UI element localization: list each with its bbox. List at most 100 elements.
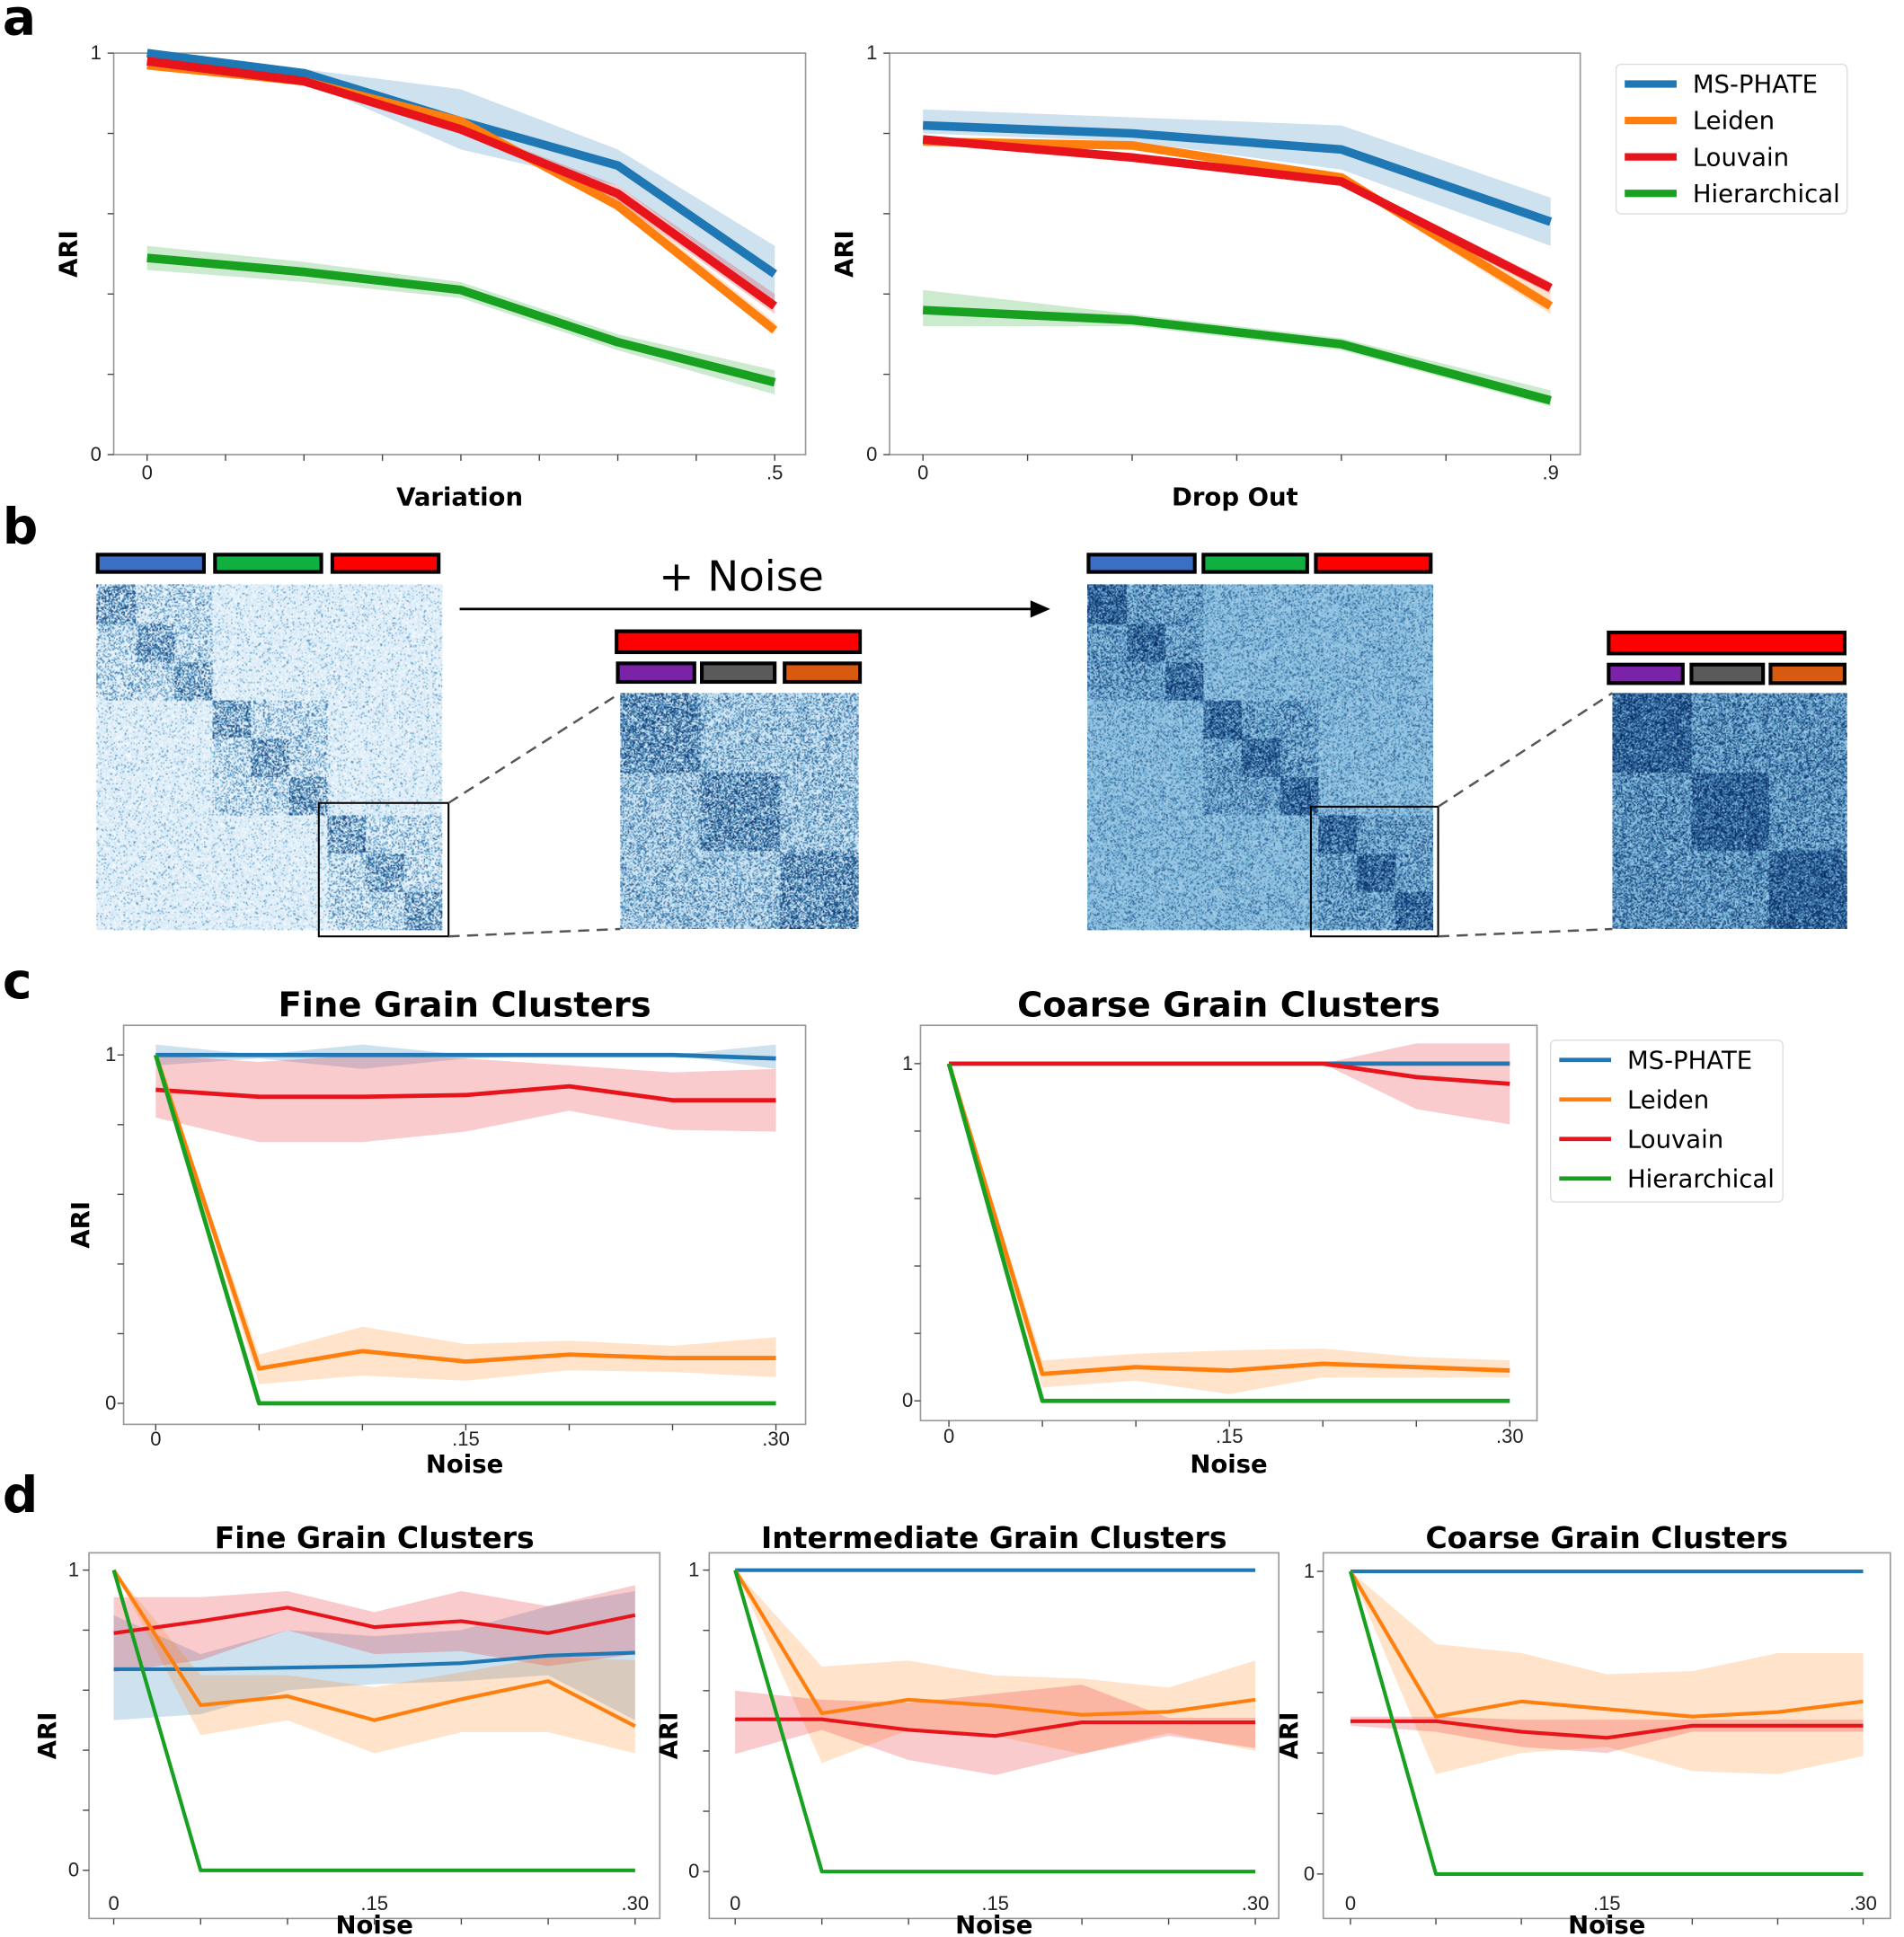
chart-a-dropout: 0 .9 0 1 Drop Out ARI MS-PHATE Leiden Louvain Hie… — [830, 41, 1848, 511]
x-tick-label: 0 — [943, 1425, 954, 1447]
band-leiden — [1350, 1571, 1864, 1774]
coarse-cluster-bar — [1314, 553, 1433, 574]
x-tick-label: 0 — [730, 1892, 740, 1915]
band-ms-phate — [146, 53, 775, 303]
y-tick-label: 0 — [1304, 1862, 1315, 1885]
zoomed-cluster-bar — [615, 629, 863, 655]
series-line-ms-phate — [923, 120, 1553, 226]
x-tick-label: 0 — [150, 1428, 161, 1450]
band-louvain — [155, 1055, 776, 1143]
x-axis-label: Noise — [1568, 1911, 1645, 1937]
x-tick-label: .9 — [1543, 462, 1559, 484]
legend-entry-louvain: Louvain — [1693, 143, 1789, 172]
chart-d-intermediate: 0 .15 .30 0 1 Noise ARI Intermediate Grain Clus… — [655, 1520, 1280, 1937]
legend-entry-leiden: Leiden — [1627, 1085, 1709, 1114]
arrow-head-icon — [1030, 600, 1050, 618]
x-axis-label: Noise — [336, 1911, 413, 1937]
y-axis-label: ARI — [830, 230, 859, 278]
chart-title: Coarse Grain Clusters — [1425, 1520, 1788, 1555]
y-axis-label: ARI — [66, 1201, 95, 1249]
zoom-region-box — [1309, 805, 1439, 938]
y-axis-label: ARI — [1275, 1712, 1304, 1760]
x-tick-label: 0 — [108, 1892, 119, 1915]
x-tick-label: .30 — [1242, 1892, 1270, 1915]
chart-d-fine: 0 .15 .30 0 1 Noise ARI Fine Grain Clusters — [33, 1520, 661, 1937]
legend-entry-ms-phate: MS-PHATE — [1693, 70, 1818, 99]
zoomed-cluster-bar — [1607, 630, 1846, 656]
legend-frame — [1615, 63, 1848, 215]
plot-frame — [88, 1552, 661, 1920]
y-tick-label: 0 — [91, 443, 102, 465]
legend-entry-leiden: Leiden — [1693, 107, 1775, 136]
x-tick-label: .30 — [1849, 1892, 1877, 1915]
heatmap-noisy-zoomed — [1612, 693, 1847, 929]
panel-label-d: d — [3, 1466, 38, 1524]
x-tick-label: .30 — [622, 1892, 650, 1915]
zoom-connector-line — [1438, 927, 1613, 938]
y-tick-label: 1 — [105, 1043, 116, 1066]
legend-entry-louvain: Louvain — [1627, 1125, 1723, 1154]
coarse-cluster-bar — [1201, 553, 1309, 574]
fine-cluster-bar — [783, 661, 863, 685]
coarse-cluster-bar — [95, 553, 206, 574]
y-tick-label: 1 — [902, 1052, 913, 1075]
fine-cluster-bar — [1607, 662, 1685, 685]
chart-c-fine: 0 .15 .30 0 1 Noise ARI Fine Grain Clusters — [66, 986, 807, 1479]
chart-title: Coarse Grain Clusters — [1017, 986, 1440, 1026]
legend-entry-hierarchical: Hierarchical — [1693, 180, 1840, 208]
chart-c-coarse: 0 .15 .30 0 1 Noise Coarse Grain Clusters MS-PH… — [902, 986, 1784, 1479]
x-tick-label: .15 — [360, 1892, 388, 1915]
plot-frame — [919, 1024, 1538, 1422]
legend-entry-ms-phate: MS-PHATE — [1627, 1046, 1752, 1075]
chart-title: Intermediate Grain Clusters — [761, 1520, 1227, 1555]
legend-frame — [1550, 1039, 1784, 1203]
band-leiden — [949, 1063, 1510, 1394]
x-tick-label: .5 — [766, 462, 783, 484]
y-tick-label: 0 — [688, 1860, 699, 1882]
panel-label-c: c — [3, 952, 32, 1010]
x-axis-label: Noise — [426, 1450, 503, 1479]
chart-d-coarse: 0 .15 .30 0 1 Noise ARI Coarse Grain Clusters — [1275, 1520, 1891, 1937]
x-tick-label: 0 — [142, 462, 153, 484]
y-axis-label: ARI — [54, 230, 83, 278]
y-tick-label: 0 — [866, 443, 877, 465]
y-tick-label: 1 — [1304, 1560, 1315, 1582]
fine-cluster-bar — [1689, 662, 1766, 685]
x-axis-label: Variation — [396, 482, 523, 511]
chart-a-variation: 0 .5 0 1 Variation ARI — [54, 41, 807, 511]
x-axis-label: Noise — [955, 1911, 1032, 1937]
zoom-connector-line — [447, 692, 621, 804]
chart-title: Fine Grain Clusters — [215, 1520, 535, 1555]
y-tick-label: 0 — [105, 1392, 116, 1414]
series-line-leiden — [923, 137, 1554, 310]
coarse-cluster-bar — [330, 553, 441, 574]
legend: MS-PHATE Leiden Louvain Hierarchical — [1550, 1039, 1784, 1203]
zoom-connector-line — [1437, 692, 1614, 808]
fine-cluster-bar — [1768, 662, 1846, 685]
zoom-region-box — [317, 801, 450, 938]
series-line-hierarchical — [922, 305, 1552, 405]
noise-annotation: + Noise — [659, 553, 824, 601]
x-tick-label: .15 — [1593, 1892, 1621, 1915]
x-tick-label: .15 — [1216, 1425, 1244, 1447]
x-tick-label: 0 — [917, 462, 928, 484]
panel-label-a: a — [3, 0, 36, 47]
heatmap-clean — [96, 584, 443, 931]
y-tick-label: 0 — [68, 1859, 79, 1881]
legend-entry-hierarchical: Hierarchical — [1627, 1164, 1775, 1193]
y-tick-label: 0 — [902, 1389, 913, 1411]
x-axis-label: Noise — [1190, 1450, 1267, 1479]
panel-label-b: b — [3, 498, 38, 555]
y-tick-label: 1 — [68, 1559, 79, 1581]
legend: MS-PHATE Leiden Louvain Hierarchical — [1615, 63, 1848, 215]
x-tick-label: 0 — [1345, 1892, 1356, 1915]
heatmap-noisy — [1087, 584, 1434, 931]
heatmap-clean-zoomed — [620, 693, 859, 929]
fine-cluster-bar — [615, 661, 696, 685]
coarse-cluster-bar — [213, 553, 323, 574]
panel-b-illustration: + Noise — [95, 553, 1847, 938]
fine-cluster-bar — [700, 661, 777, 685]
x-tick-label: .30 — [762, 1428, 790, 1450]
band-leiden — [113, 1570, 635, 1754]
